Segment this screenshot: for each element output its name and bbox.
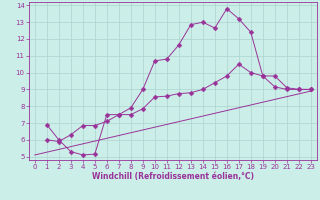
X-axis label: Windchill (Refroidissement éolien,°C): Windchill (Refroidissement éolien,°C) bbox=[92, 172, 254, 181]
